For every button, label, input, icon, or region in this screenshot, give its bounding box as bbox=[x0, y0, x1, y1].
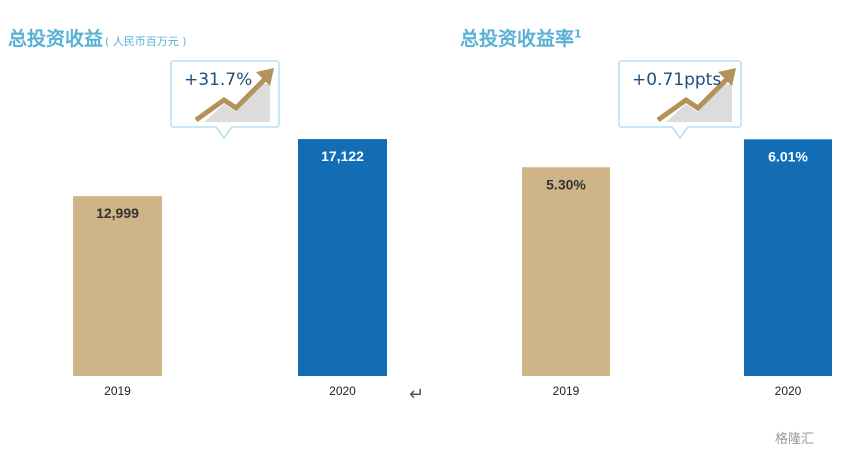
bar-chart: 5.30% 2019 6.01% 2020 bbox=[522, 139, 832, 398]
bar-2019 bbox=[522, 167, 610, 376]
total-investment-yield-panel: 总投资收益率1 5.30% 2019 6.01% 2020 +0.71ppts bbox=[450, 0, 854, 455]
watermark: 格隆汇 bbox=[775, 432, 815, 447]
title-text: 总投资收益 bbox=[8, 28, 104, 50]
growth-callout: +0.71ppts bbox=[618, 60, 742, 140]
x-tick-label-2020: 2020 bbox=[329, 384, 356, 398]
bar-2020 bbox=[744, 139, 832, 376]
growth-arrow-icon bbox=[256, 68, 274, 86]
x-tick-label-2019: 2019 bbox=[553, 384, 580, 398]
total-investment-income-panel: 总投资收益( 人民币百万元 ) 12,999 2019 17,122 2020 +31… bbox=[0, 0, 420, 455]
return-arrow-icon: ↵ bbox=[409, 384, 425, 405]
chart-title: 总投资收益率1 bbox=[460, 24, 582, 51]
bar-2019 bbox=[73, 196, 162, 376]
chart-title: 总投资收益( 人民币百万元 ) bbox=[8, 24, 187, 51]
bar-chart: 12,999 2019 17,122 2020 bbox=[73, 139, 387, 398]
title-unit: ( 人民币百万元 ) bbox=[105, 35, 187, 48]
x-tick-label-2019: 2019 bbox=[104, 384, 131, 398]
value-label-2020: 17,122 bbox=[321, 148, 364, 164]
bar-2020 bbox=[298, 139, 387, 376]
value-label-2019: 12,999 bbox=[96, 205, 139, 221]
callout-text: +31.7% bbox=[184, 70, 253, 90]
title-text: 总投资收益率 bbox=[460, 28, 575, 50]
growth-callout: +31.7% bbox=[170, 60, 280, 140]
x-tick-label-2020: 2020 bbox=[775, 384, 802, 398]
callout-bubble bbox=[170, 60, 280, 140]
callout-text: +0.71ppts bbox=[632, 70, 722, 90]
callout-bubble bbox=[618, 60, 742, 140]
growth-arrow-icon bbox=[718, 68, 736, 86]
value-label-2020: 6.01% bbox=[768, 148, 808, 164]
value-label-2019: 5.30% bbox=[546, 176, 586, 192]
footnote-marker: 1 bbox=[574, 27, 582, 41]
